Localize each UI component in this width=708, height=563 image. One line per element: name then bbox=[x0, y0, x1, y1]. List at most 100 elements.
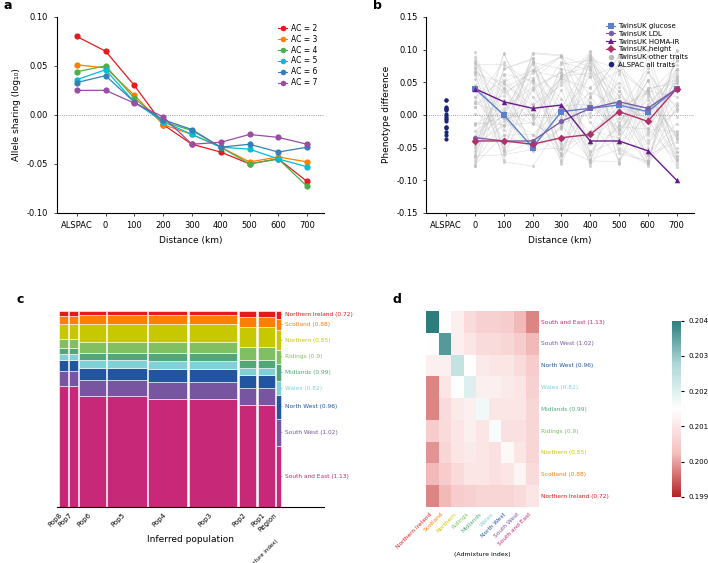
Point bbox=[642, 160, 653, 169]
Point bbox=[556, 149, 567, 158]
Point bbox=[613, 120, 624, 129]
Point bbox=[469, 103, 481, 112]
Point bbox=[642, 75, 653, 84]
Point bbox=[215, 142, 227, 151]
Point bbox=[671, 84, 683, 93]
Point bbox=[613, 101, 624, 110]
Point bbox=[527, 130, 538, 139]
Bar bbox=[239, 316, 256, 328]
Point bbox=[498, 121, 510, 130]
Point bbox=[498, 114, 510, 123]
Point bbox=[469, 66, 481, 75]
Point bbox=[585, 157, 596, 166]
Point bbox=[469, 147, 481, 156]
Point bbox=[671, 129, 683, 138]
Point bbox=[556, 120, 567, 129]
Point bbox=[671, 147, 683, 156]
Point bbox=[527, 57, 538, 66]
Point bbox=[556, 101, 567, 110]
Point bbox=[585, 154, 596, 163]
Point bbox=[671, 105, 683, 114]
Point bbox=[440, 123, 452, 132]
Point bbox=[585, 56, 596, 65]
Point bbox=[585, 151, 596, 160]
Point bbox=[556, 113, 567, 122]
Point bbox=[527, 142, 538, 151]
Point bbox=[671, 144, 683, 153]
Point bbox=[585, 52, 596, 61]
Bar bbox=[59, 370, 68, 386]
Point bbox=[556, 144, 567, 153]
Point bbox=[469, 68, 481, 77]
Point bbox=[556, 101, 567, 110]
Point bbox=[556, 151, 567, 160]
Point bbox=[585, 162, 596, 171]
Bar bbox=[79, 396, 105, 507]
Point bbox=[556, 78, 567, 87]
Point bbox=[585, 98, 596, 107]
Bar bbox=[148, 315, 188, 324]
Point bbox=[527, 57, 538, 66]
Point bbox=[100, 65, 111, 74]
Point bbox=[244, 159, 255, 168]
Point bbox=[613, 61, 624, 70]
Point bbox=[469, 109, 481, 118]
Point bbox=[186, 140, 198, 149]
Point bbox=[527, 65, 538, 74]
Point bbox=[671, 156, 683, 165]
Point bbox=[556, 123, 567, 132]
Point bbox=[613, 113, 624, 122]
Bar bbox=[239, 376, 256, 388]
Point bbox=[642, 157, 653, 166]
Point bbox=[556, 95, 567, 104]
Text: Ridings (0.9): Ridings (0.9) bbox=[285, 354, 322, 359]
Point bbox=[642, 67, 653, 76]
Point bbox=[498, 84, 510, 93]
Point bbox=[671, 106, 683, 115]
Point bbox=[585, 92, 596, 101]
Point bbox=[498, 114, 510, 123]
Point bbox=[585, 50, 596, 59]
Point bbox=[642, 86, 653, 95]
Point bbox=[671, 112, 683, 121]
X-axis label: Distance (km): Distance (km) bbox=[159, 236, 222, 245]
Text: North West (0.96): North West (0.96) bbox=[285, 404, 337, 409]
Point bbox=[671, 138, 683, 147]
Bar bbox=[148, 353, 188, 361]
Point bbox=[273, 154, 284, 163]
Point bbox=[585, 155, 596, 164]
Point bbox=[527, 104, 538, 113]
Point bbox=[671, 74, 683, 83]
Point bbox=[585, 82, 596, 91]
Point bbox=[556, 52, 567, 61]
Point bbox=[527, 141, 538, 150]
Point bbox=[556, 70, 567, 79]
Point bbox=[498, 79, 510, 88]
Point bbox=[498, 145, 510, 154]
Bar bbox=[276, 330, 281, 350]
Point bbox=[556, 72, 567, 81]
Point bbox=[671, 101, 683, 110]
Point bbox=[469, 151, 481, 160]
Point bbox=[440, 106, 452, 115]
Point bbox=[469, 48, 481, 57]
Point bbox=[469, 160, 481, 169]
Point bbox=[556, 144, 567, 153]
Point bbox=[498, 135, 510, 144]
Point bbox=[613, 66, 624, 75]
Point bbox=[244, 130, 255, 139]
Point bbox=[498, 108, 510, 117]
Bar bbox=[189, 324, 237, 342]
Bar bbox=[59, 386, 68, 507]
Point bbox=[469, 60, 481, 69]
Point bbox=[642, 126, 653, 135]
Point bbox=[585, 109, 596, 118]
Point bbox=[613, 101, 624, 110]
Point bbox=[527, 143, 538, 152]
Point bbox=[585, 97, 596, 106]
Point bbox=[585, 65, 596, 74]
Point bbox=[100, 61, 111, 70]
Point bbox=[469, 136, 481, 145]
Point bbox=[440, 105, 452, 114]
Bar bbox=[276, 319, 281, 330]
